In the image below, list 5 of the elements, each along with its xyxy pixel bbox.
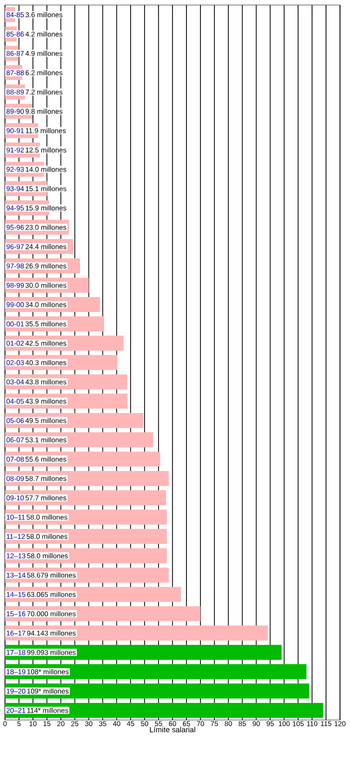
bar [5, 626, 268, 641]
bar [5, 644, 282, 660]
bar [5, 684, 310, 699]
bar [5, 664, 306, 680]
bar [5, 702, 324, 718]
